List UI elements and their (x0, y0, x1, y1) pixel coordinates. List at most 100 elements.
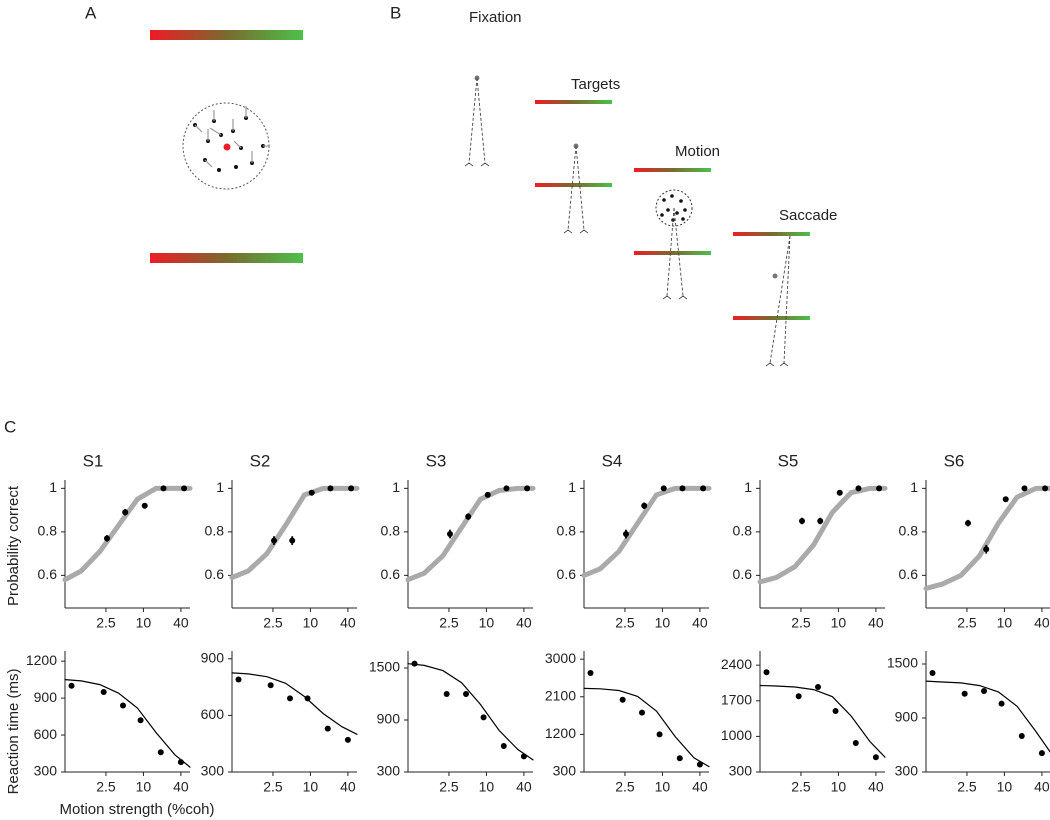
panel-label: A (85, 3, 97, 22)
data-point (998, 700, 1005, 707)
data-point (465, 513, 472, 520)
y-tick-label: 1700 (721, 691, 752, 707)
data-point (795, 693, 802, 700)
data-point (964, 520, 971, 527)
data-point (817, 517, 824, 524)
fit-curve (407, 663, 534, 761)
x-tick-label: 2.5 (96, 615, 116, 631)
x-tick-label: 2.5 (957, 615, 977, 631)
data-point (160, 485, 167, 492)
data-point (1021, 485, 1028, 492)
data-point (348, 485, 355, 492)
data-point (157, 749, 164, 756)
y-tick-label: 0.6 (38, 566, 58, 582)
y-tick-label: 0.6 (205, 566, 225, 582)
x-tick-label: 40 (692, 615, 708, 631)
x-tick-label: 2.5 (96, 779, 116, 795)
x-tick-label: 10 (136, 779, 152, 795)
y-tick-label: 1 (216, 479, 224, 495)
y-tick-label: 300 (553, 763, 577, 779)
data-point (181, 485, 188, 492)
y-tick-label: 0.6 (557, 566, 577, 582)
data-point (122, 509, 129, 516)
y-axis-label: Reaction time (ms) (5, 669, 22, 795)
x-tick-label: 2.5 (263, 779, 283, 795)
y-tick-label: 0.8 (381, 523, 401, 539)
x-tick-label: 10 (655, 779, 671, 795)
y-tick-label: 2400 (721, 656, 752, 672)
fit-curve (64, 679, 191, 768)
data-point (587, 669, 594, 676)
data-point (798, 517, 805, 524)
data-point (639, 709, 646, 716)
x-tick-label: 10 (303, 779, 319, 795)
data-point (100, 688, 107, 695)
fit-curve (62, 485, 193, 583)
chart-title: S5 (778, 451, 799, 470)
x-tick-label: 10 (831, 615, 847, 631)
y-tick-label: 0.6 (899, 566, 919, 582)
y-tick-label: 300 (895, 763, 919, 779)
data-point (1038, 750, 1045, 757)
task-step-label: Motion (675, 143, 720, 160)
x-tick-label: 2.5 (615, 779, 635, 795)
y-tick-label: 1 (49, 479, 57, 495)
data-point (503, 485, 510, 492)
y-tick-label: 0.8 (733, 523, 753, 539)
y-tick-label: 900 (34, 689, 58, 705)
panel-b-diagram (464, 75, 810, 367)
y-tick-label: 600 (34, 726, 58, 742)
x-tick-label: 40 (173, 615, 189, 631)
data-point (619, 696, 626, 703)
data-point (852, 740, 859, 747)
data-point (484, 491, 491, 498)
y-tick-label: 1500 (887, 655, 918, 671)
data-point (929, 670, 936, 676)
fit-curve (229, 485, 360, 580)
chart-title: S4 (602, 451, 623, 470)
data-point (446, 531, 453, 538)
y-tick-label: 2100 (545, 687, 576, 703)
data-point (1042, 485, 1049, 492)
x-tick-label: 40 (1034, 779, 1050, 795)
data-point (304, 695, 311, 702)
x-tick-label: 40 (868, 615, 884, 631)
fit-curve (231, 672, 358, 735)
data-point (1018, 733, 1025, 739)
data-point (872, 754, 879, 761)
x-tick-label: 10 (997, 779, 1013, 795)
y-tick-label: 1 (392, 479, 400, 495)
y-tick-label: 300 (201, 763, 225, 779)
x-tick-label: 40 (340, 779, 356, 795)
data-point (463, 691, 470, 697)
data-point (700, 485, 707, 492)
y-tick-label: 1 (910, 479, 918, 495)
y-tick-label: 900 (377, 711, 401, 727)
y-tick-label: 0.8 (205, 523, 225, 539)
x-tick-label: 2.5 (439, 615, 459, 631)
x-tick-label: 40 (692, 779, 708, 795)
y-tick-label: 300 (377, 763, 401, 779)
chart-title: S6 (944, 451, 965, 470)
x-tick-label: 2.5 (957, 779, 977, 795)
data-point (676, 755, 683, 762)
data-point (660, 485, 667, 492)
panel-a-diagram (150, 30, 303, 263)
data-point (324, 725, 331, 732)
x-tick-label: 2.5 (791, 615, 811, 631)
data-point (1002, 496, 1009, 503)
y-tick-label: 0.8 (557, 523, 577, 539)
data-point (763, 669, 770, 676)
data-point (327, 485, 334, 492)
x-tick-label: 10 (997, 615, 1013, 631)
y-tick-label: 300 (34, 763, 58, 779)
x-tick-label: 40 (1034, 615, 1050, 631)
x-tick-label: 2.5 (263, 615, 283, 631)
panel-label: C (4, 417, 16, 436)
x-tick-label: 2.5 (791, 779, 811, 795)
data-point (696, 761, 703, 768)
x-tick-label: 10 (303, 615, 319, 631)
chart-title: S2 (250, 451, 271, 470)
fit-curve (923, 485, 1050, 591)
